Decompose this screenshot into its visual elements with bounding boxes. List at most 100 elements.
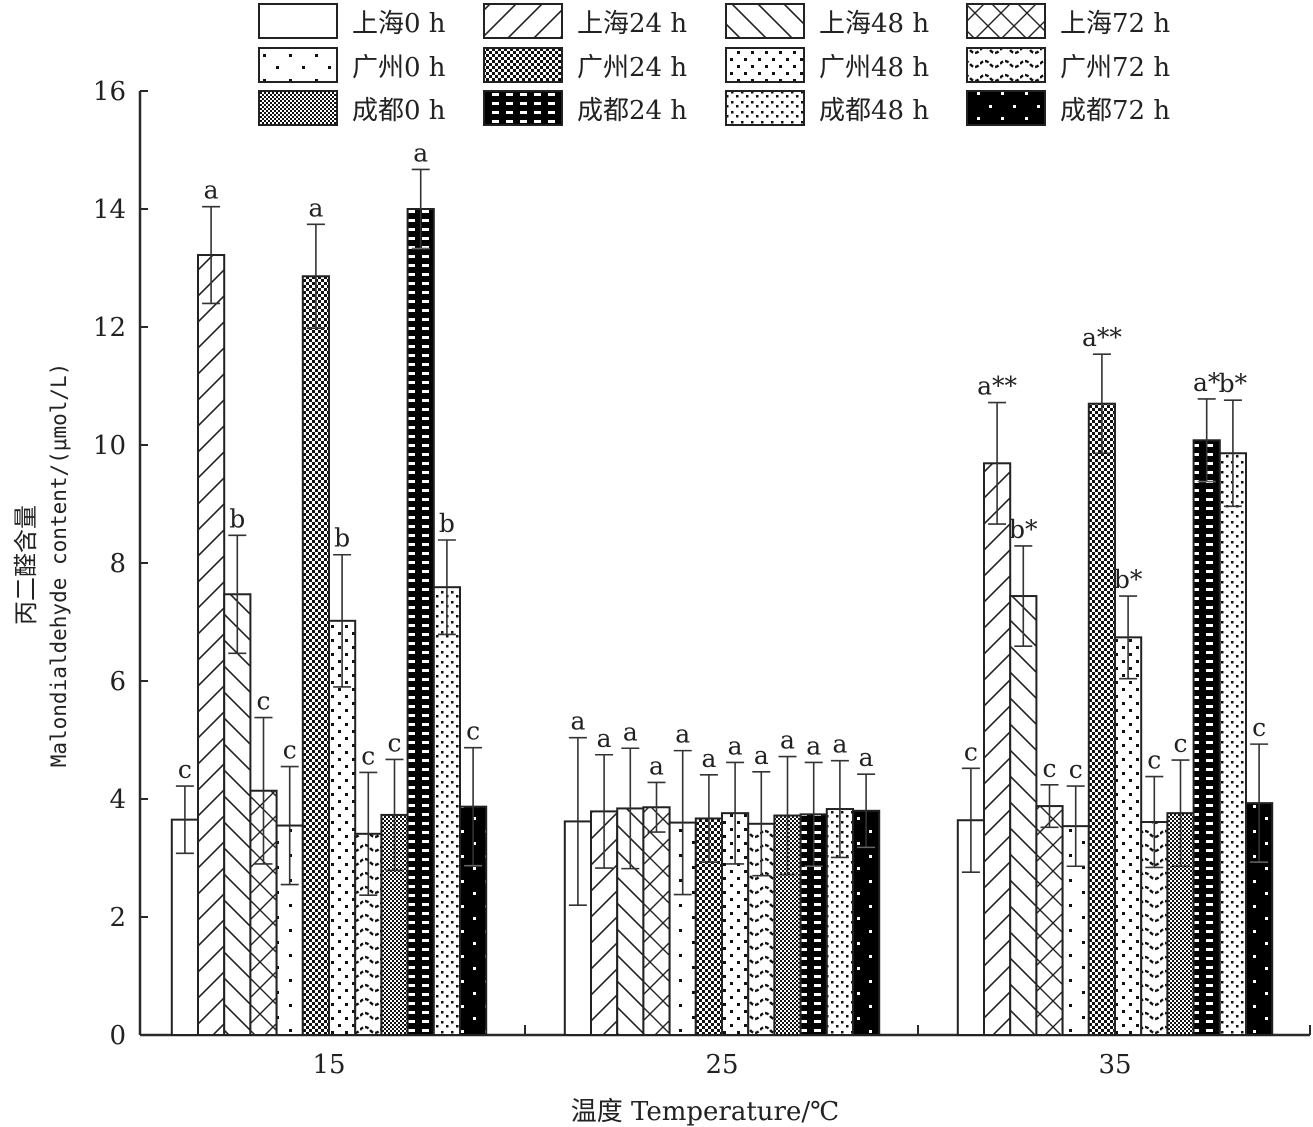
legend-item: 广州0 h bbox=[258, 47, 446, 83]
significance-label: c bbox=[964, 737, 978, 766]
significance-label: c bbox=[1252, 713, 1266, 742]
significance-label: c bbox=[1069, 755, 1083, 784]
y-axis-title: 丙二醛含量 Malondialdehyde content/(μmol/L) bbox=[12, 363, 71, 768]
legend-label: 上海48 h bbox=[819, 9, 929, 39]
error-bar bbox=[280, 765, 299, 886]
bar-上海0 h-15 bbox=[170, 818, 200, 1037]
legend-label: 广州48 h bbox=[819, 53, 929, 83]
significance-label: a* bbox=[1193, 368, 1221, 397]
legend: 上海0 h 上海24 h 上海48 h 上海72 h 广州0 h 广州24 h 广州48 h… bbox=[258, 3, 1170, 126]
legend-item: 上海0 h bbox=[258, 3, 446, 39]
legend-swatch bbox=[258, 3, 338, 39]
x-tick-label: 25 bbox=[705, 1050, 738, 1080]
legend-swatch bbox=[258, 47, 338, 83]
bar-上海72 h-25 bbox=[642, 806, 671, 1037]
bar-成都72 h-15 bbox=[459, 805, 488, 1036]
error-bar bbox=[411, 168, 430, 250]
bar-上海48 h-15 bbox=[223, 593, 252, 1037]
significance-label: a bbox=[649, 751, 664, 780]
legend-label: 广州24 h bbox=[577, 53, 687, 83]
significance-label: b bbox=[439, 509, 455, 538]
legend-swatch bbox=[483, 90, 563, 126]
significance-label: a bbox=[204, 176, 219, 205]
bar-广州24 h-15 bbox=[301, 275, 330, 1036]
significance-label: a bbox=[806, 731, 821, 760]
bar-上海24 h-35 bbox=[983, 462, 1012, 1037]
error-bar bbox=[359, 771, 378, 896]
bar-成都24 h-15 bbox=[406, 208, 435, 1036]
error-bar bbox=[254, 716, 273, 865]
bar-上海48 h-35 bbox=[1009, 595, 1038, 1036]
legend-item: 成都72 h bbox=[966, 90, 1170, 126]
error-bar bbox=[1145, 775, 1164, 869]
significance-label: a bbox=[675, 720, 690, 749]
error-bar bbox=[699, 774, 718, 863]
legend-item: 成都24 h bbox=[483, 90, 687, 126]
legend-label: 成都72 h bbox=[1060, 96, 1170, 126]
significance-label: c bbox=[256, 687, 270, 716]
significance-label: c bbox=[466, 717, 480, 746]
significance-label: c bbox=[1147, 746, 1161, 775]
error-bar bbox=[988, 401, 1007, 525]
legend-item: 成都0 h bbox=[258, 90, 446, 126]
legend-label: 成都24 h bbox=[577, 96, 687, 126]
error-bar bbox=[1119, 595, 1138, 680]
bar-广州24 h-35 bbox=[1087, 402, 1117, 1036]
error-bar bbox=[673, 749, 692, 896]
significance-label: c bbox=[361, 741, 375, 770]
significance-label: a bbox=[728, 731, 743, 760]
legend-label: 成都0 h bbox=[352, 96, 446, 126]
bar-上海72 h-35 bbox=[1035, 805, 1064, 1037]
error-bar bbox=[1040, 784, 1059, 829]
significance-label: a bbox=[754, 741, 769, 770]
legend-item: 广州24 h bbox=[483, 47, 687, 83]
legend-label: 成都48 h bbox=[819, 96, 929, 126]
error-bar bbox=[647, 781, 666, 833]
error-bar bbox=[1014, 545, 1033, 647]
legend-swatch bbox=[966, 47, 1046, 83]
significance-label: a bbox=[780, 726, 795, 755]
y-axis-title-en: Malondialdehyde content/(μmol/L) bbox=[47, 363, 71, 768]
error-bar bbox=[437, 539, 456, 636]
error-bar bbox=[306, 223, 325, 329]
error-bar bbox=[1250, 743, 1269, 863]
significance-label: b bbox=[334, 524, 350, 553]
legend-swatch bbox=[483, 3, 563, 39]
significance-label: c bbox=[283, 736, 297, 765]
error-bar bbox=[464, 746, 483, 867]
significance-label: a bbox=[597, 724, 612, 753]
significance-label: a bbox=[701, 744, 716, 773]
y-axis-title-cn: 丙二醛含量 bbox=[12, 505, 40, 625]
legend-swatch bbox=[966, 90, 1046, 126]
significance-label: a bbox=[570, 707, 585, 736]
error-bar bbox=[1223, 399, 1242, 508]
bar-上海48 h-25 bbox=[616, 807, 645, 1036]
legend-label: 广州0 h bbox=[352, 53, 446, 83]
legend-item: 成都48 h bbox=[725, 90, 929, 126]
bar-成都48 h-35 bbox=[1218, 452, 1248, 1036]
error-bar bbox=[857, 773, 876, 849]
bar-广州48 h-35 bbox=[1114, 636, 1143, 1037]
significance-label: c bbox=[178, 755, 192, 784]
y-tick-label: 6 bbox=[109, 667, 126, 697]
significance-label: a bbox=[623, 717, 638, 746]
y-tick-label: 16 bbox=[93, 77, 126, 107]
significance-label: a bbox=[859, 743, 874, 772]
legend-swatch bbox=[725, 3, 805, 39]
legend-label: 上海24 h bbox=[577, 9, 687, 39]
legend-label: 广州72 h bbox=[1060, 53, 1170, 83]
significance-label: a bbox=[308, 193, 323, 222]
y-tick-label: 12 bbox=[93, 313, 126, 343]
x-axis-title: 温度 Temperature/℃ bbox=[571, 1097, 839, 1127]
legend-item: 上海48 h bbox=[725, 3, 929, 39]
error-bar bbox=[202, 205, 221, 305]
bar-广州48 h-15 bbox=[328, 619, 357, 1036]
error-bar bbox=[1092, 353, 1111, 455]
y-tick-label: 10 bbox=[93, 431, 126, 461]
error-bar bbox=[595, 753, 614, 869]
legend-item: 上海72 h bbox=[966, 3, 1170, 39]
legend-item: 上海24 h bbox=[483, 3, 687, 39]
error-bar bbox=[568, 736, 587, 907]
